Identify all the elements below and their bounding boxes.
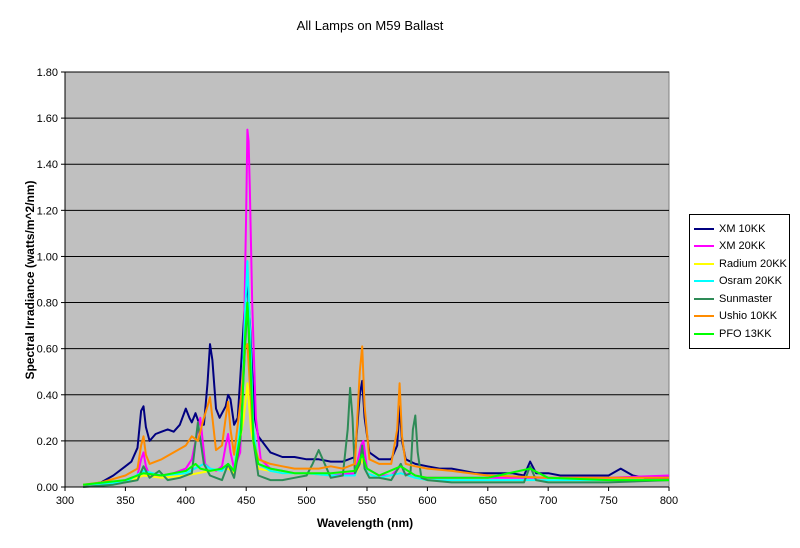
legend-swatch	[694, 262, 714, 265]
y-tick-label: 0.20	[37, 436, 58, 448]
y-tick-label: 1.40	[37, 159, 58, 171]
legend-swatch	[694, 332, 714, 335]
legend-label: XM 10KK	[719, 222, 766, 235]
legend-entry: PFO 13KK	[694, 325, 789, 343]
legend-swatch	[694, 280, 714, 283]
axis-lines	[64, 72, 669, 488]
legend-entry: XM 10KK	[694, 220, 789, 238]
legend-swatch	[694, 315, 714, 318]
series-line-pfo-13kk	[82, 301, 669, 486]
y-tick-label: 1.80	[37, 67, 58, 79]
chart-title: All Lamps on M59 Ballast	[296, 18, 444, 33]
x-tick-label: 400	[177, 495, 195, 507]
series-line-sunmaster	[83, 301, 670, 488]
legend-label: XM 20KK	[719, 240, 766, 253]
y-tick-label: 0.00	[37, 482, 58, 494]
legend-swatch	[694, 245, 714, 248]
plot-area	[64, 71, 670, 488]
x-tick-label: 700	[539, 495, 557, 507]
y-tick-label: 1.20	[37, 205, 58, 217]
x-tick-label: 350	[116, 495, 134, 507]
legend-entry: Radium 20KK	[694, 255, 789, 273]
y-tick-label: 0.80	[37, 298, 58, 310]
x-tick-label: 750	[599, 495, 617, 507]
legend-entry: Osram 20KK	[694, 273, 789, 291]
legend-entry: Sunmaster	[694, 290, 789, 308]
legend-label: PFO 13KK	[719, 327, 772, 340]
legend-entry: Ushio 10KK	[694, 308, 789, 326]
x-tick-label: 650	[479, 495, 497, 507]
legend-entry: XM 20KK	[694, 238, 789, 256]
series-lines	[82, 128, 670, 488]
legend-label: Radium 20KK	[719, 257, 787, 270]
legend-label: Ushio 10KK	[719, 310, 778, 323]
legend-swatch	[694, 227, 714, 230]
series-line-xm-10kk	[83, 283, 669, 486]
x-tick-label: 550	[358, 495, 376, 507]
axes: 0.00 0.20 0.40 0.60 0.80 1.00 1.20 1.40 1.60 1.80…	[37, 67, 679, 507]
x-tick-label: 300	[56, 495, 74, 507]
x-axis-label: Wavelength (nm)	[316, 516, 414, 530]
x-tick-label: 450	[237, 495, 255, 507]
y-tick-label: 1.60	[37, 113, 58, 125]
x-tick-label: 800	[660, 495, 678, 507]
legend-label: Sunmaster	[719, 292, 773, 305]
y-tick-label: 0.40	[37, 390, 58, 402]
x-tick-label: 600	[418, 495, 436, 507]
y-tick-label: 1.00	[37, 251, 58, 263]
x-tick-label: 500	[297, 495, 315, 507]
legend-swatch	[694, 297, 714, 300]
y-tick-label: 0.60	[37, 344, 58, 356]
gridlines	[65, 71, 669, 442]
legend-label: Osram 20KK	[719, 275, 782, 288]
legend: XM 10KK XM 20KK Radium 20KK Osram 20KK Sunma…	[689, 214, 790, 349]
y-axis-label: Spectral Irradiance (watts/m^2/nm)	[23, 180, 37, 380]
